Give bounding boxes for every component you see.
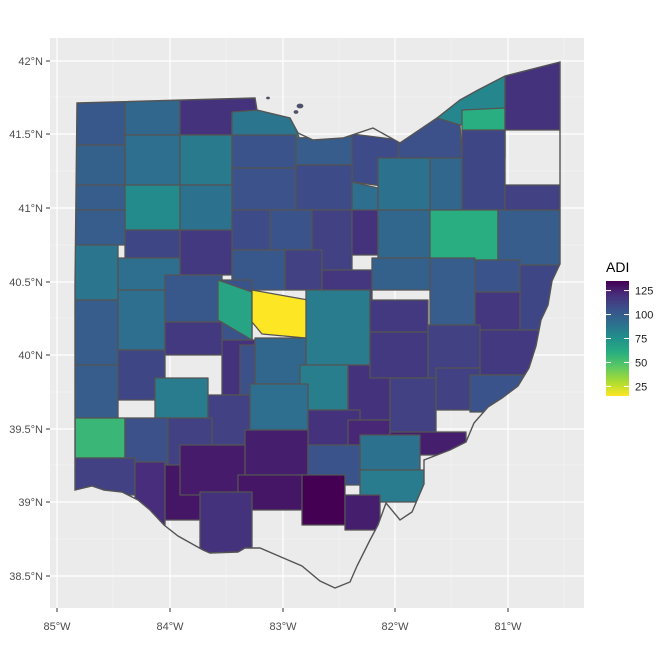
county-van-wert (75, 210, 125, 245)
county-pickaway (250, 384, 308, 430)
legend-label: 100 (635, 310, 653, 322)
county-carroll (475, 260, 520, 292)
county-trumbull (462, 130, 505, 210)
y-tick-label: 39°N (18, 497, 43, 509)
legend-title: ADI (606, 259, 629, 275)
county-williams (75, 100, 125, 145)
legend-label: 50 (635, 358, 647, 370)
y-tick-label: 39.5°N (9, 424, 43, 436)
county-warren (75, 418, 125, 458)
county-erie (296, 136, 355, 165)
county-champaign (165, 322, 222, 355)
x-tick-label: 85°W (43, 621, 71, 633)
y-tick-label: 40.5°N (9, 277, 43, 289)
county-huron (296, 165, 352, 210)
x-tick-label: 82°W (381, 621, 409, 633)
county-noble (390, 378, 436, 432)
county-greene (155, 378, 208, 418)
legend-label: 25 (635, 381, 647, 393)
county-butler (360, 435, 420, 470)
county-coshocton (370, 300, 428, 332)
county-madison (255, 338, 306, 384)
county-hardin (180, 230, 232, 275)
x-axis-labels: 85°W 84°W 83°W 82°W 81°W (43, 621, 522, 633)
county-wayne (378, 210, 430, 258)
y-axis-ticks (46, 61, 50, 576)
county-jackson (180, 445, 245, 495)
county-fayette (208, 395, 250, 445)
county-tuscarawas (430, 258, 475, 325)
county-holmes (372, 258, 430, 290)
county-henry (125, 135, 180, 185)
county-wyandot (232, 210, 270, 250)
county-portage (430, 158, 462, 210)
county-stark (430, 210, 498, 260)
county-shelby (165, 275, 222, 322)
x-tick-label: 83°W (269, 621, 297, 633)
county-wood (180, 135, 232, 185)
county-defiance (75, 145, 125, 185)
x-axis-ticks (57, 608, 508, 612)
y-axis-labels: 38.5°N 39°N 39.5°N 40°N 40.5°N 41°N 41.5… (9, 56, 43, 583)
y-tick-label: 41°N (18, 203, 43, 215)
county-ashland (352, 210, 378, 255)
y-tick-label: 42°N (18, 56, 43, 68)
county-summit (378, 158, 430, 210)
county-mahoning (505, 185, 565, 210)
y-tick-label: 38.5°N (9, 571, 43, 583)
county-miami (118, 290, 165, 350)
y-tick-label: 41.5°N (9, 129, 43, 141)
county-mercer (75, 245, 118, 300)
county-putnam (125, 185, 180, 230)
county-adams (302, 475, 345, 525)
county-scioto (345, 495, 380, 530)
x-tick-label: 81°W (494, 621, 522, 633)
county-paulding (75, 185, 125, 210)
legend-label: 75 (635, 334, 647, 346)
county-lawrence (200, 492, 252, 556)
legend: ADI 125 100 75 50 25 (606, 259, 653, 396)
county-sandusky (232, 135, 296, 168)
y-tick-label: 40°N (18, 350, 43, 362)
county-meigs (245, 430, 308, 475)
county-licking (306, 290, 370, 365)
county-morrow (285, 250, 322, 290)
county-preble (75, 365, 118, 418)
county-fulton (125, 100, 180, 135)
county-allen (125, 230, 180, 258)
county-muskingum (370, 332, 428, 378)
x-tick-label: 84°W (156, 621, 184, 633)
county-harrison (475, 292, 520, 335)
county-hancock (180, 185, 232, 230)
county-seneca (232, 168, 296, 210)
county-crawford (270, 210, 312, 250)
county-darke (75, 300, 118, 365)
legend-label: 125 (635, 286, 653, 298)
